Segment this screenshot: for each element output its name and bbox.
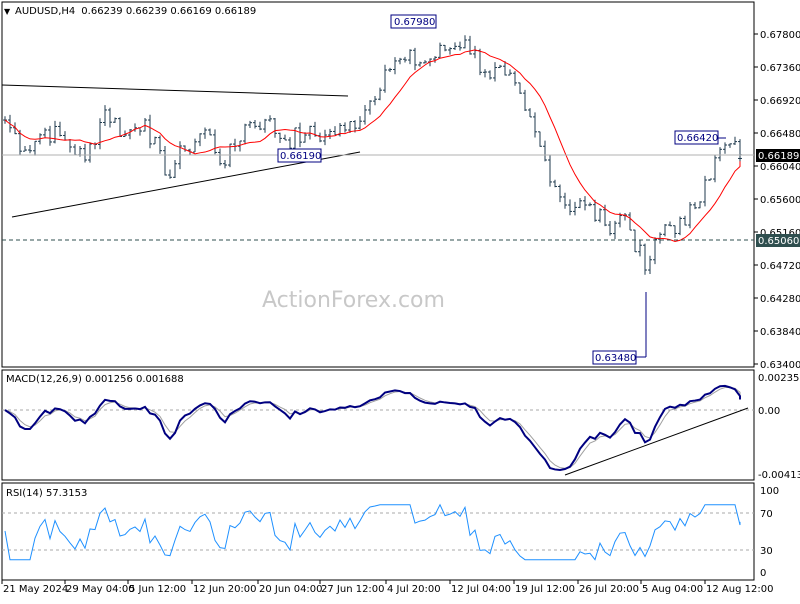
time-tick-label: 5 Aug 04:00 xyxy=(642,584,703,595)
price-tick-label: 0.66920 xyxy=(760,96,800,107)
macd-signal-line xyxy=(4,386,741,469)
svg-text:0.66420: 0.66420 xyxy=(677,133,718,144)
chart-header: AUDUSD,H4 0.66239 0.66239 0.66169 0.66189 xyxy=(15,6,256,17)
svg-text:0.66190: 0.66190 xyxy=(280,151,321,162)
symbol-dropdown-icon[interactable]: ▼ xyxy=(4,7,11,16)
rsi-line xyxy=(4,503,741,561)
price-tick-label: 0.67360 xyxy=(760,63,800,74)
svg-text:0.66189: 0.66189 xyxy=(758,151,799,162)
macd-tick-zero: 0.00 xyxy=(758,406,780,417)
macd-pane xyxy=(1,369,755,481)
price-tick-label: 0.65600 xyxy=(760,195,800,206)
time-tick-label: 27 Jun 12:00 xyxy=(321,584,385,595)
current-price-tag: 0.66189 xyxy=(756,149,800,162)
svg-text:0.67980: 0.67980 xyxy=(394,17,435,28)
price-tick-label: 0.64720 xyxy=(760,261,800,272)
support-price-tag: 0.65060 xyxy=(756,234,800,247)
label-0-66420: 0.66420 xyxy=(674,130,719,145)
time-tick-label: 5 Jun 12:00 xyxy=(129,584,186,595)
time-tick-label: 26 Jul 20:00 xyxy=(579,584,639,595)
macd-title: MACD(12,26,9) 0.001256 0.001688 xyxy=(6,374,184,385)
price-bars xyxy=(3,35,742,275)
time-tick-label: 19 Jul 12:00 xyxy=(515,584,575,595)
rsi-pane xyxy=(1,482,755,581)
rsi-tick-30: 30 xyxy=(760,546,773,557)
symbol-label: AUDUSD,H4 xyxy=(15,6,75,17)
label-0-66190: 0.66190 xyxy=(277,148,322,163)
watermark: ActionForex.com xyxy=(262,288,445,313)
rsi-tick-100: 100 xyxy=(760,486,779,497)
time-tick-label: 21 May 2024 xyxy=(3,584,68,595)
rsi-title: RSI(14) 57.3153 xyxy=(6,488,87,499)
price-tick-label: 0.65160 xyxy=(760,228,800,239)
macd-tick-min: -0.004132 xyxy=(758,470,800,481)
price-axis: 0.67800 0.67360 0.66920 0.66480 0.66040 0.656… xyxy=(754,30,800,371)
time-tick-label: 12 Aug 12:00 xyxy=(706,584,773,595)
rsi-tick-0: 0 xyxy=(760,568,766,579)
time-tick-label: 29 May 04:00 xyxy=(66,584,135,595)
price-tick-label: 0.64280 xyxy=(760,294,800,305)
price-tick-label: 0.66040 xyxy=(760,162,800,173)
price-pane xyxy=(1,1,755,368)
label-low-0-63480: 0.63480 xyxy=(592,350,637,365)
upper-trendline[interactable] xyxy=(1,84,349,97)
svg-text:0.65060: 0.65060 xyxy=(758,236,799,247)
price-tick-label: 0.63400 xyxy=(760,360,800,371)
lower-trendline[interactable] xyxy=(11,151,361,218)
time-tick-label: 12 Jul 04:00 xyxy=(451,584,511,595)
price-tick-label: 0.67800 xyxy=(760,30,800,41)
rsi-tick-70: 70 xyxy=(760,509,773,520)
macd-trendline[interactable] xyxy=(564,407,749,476)
svg-text:0.63480: 0.63480 xyxy=(595,353,636,364)
time-tick-label: 12 Jun 20:00 xyxy=(193,584,257,595)
macd-tick-max: 0.002356 xyxy=(758,373,800,384)
price-tick-label: 0.63840 xyxy=(760,327,800,338)
macd-line xyxy=(4,384,741,472)
moving-average-line xyxy=(4,49,741,242)
price-tick-label: 0.66480 xyxy=(760,129,800,140)
time-tick-label: 20 Jun 04:00 xyxy=(259,584,323,595)
ohlc-values: 0.66239 0.66239 0.66169 0.66189 xyxy=(81,6,256,17)
label-high-0-67980: 0.67980 xyxy=(390,14,437,29)
time-tick-label: 4 Jul 20:00 xyxy=(387,584,441,595)
